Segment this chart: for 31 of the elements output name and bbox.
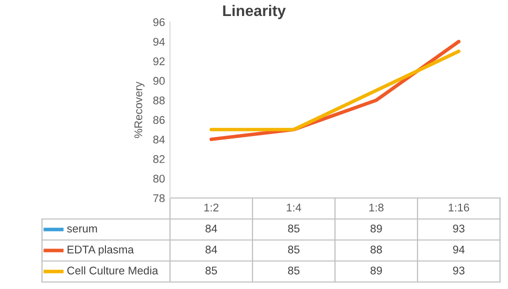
y-tick-label: 96 <box>153 18 165 26</box>
data-label: 89 <box>370 266 382 274</box>
data-label: 88 <box>370 246 382 254</box>
text: 93 <box>453 224 464 232</box>
x-tick-label: 1:4 <box>286 204 302 212</box>
y-tick-label: 78 <box>153 194 165 202</box>
text: 84 <box>206 224 218 232</box>
chart-title: Linearity <box>223 4 286 20</box>
data-label: 94 <box>453 246 465 254</box>
y-tick-label: 86 <box>153 116 165 124</box>
legend-label: serum <box>67 226 97 232</box>
text: 89 <box>370 224 382 232</box>
x-tick-label: 1:2 <box>204 204 218 212</box>
data-label: 85 <box>206 266 217 274</box>
y-tick-label: 84 <box>153 136 165 144</box>
text: 85 <box>288 224 300 232</box>
y-tick-label: 90 <box>153 76 165 85</box>
y-tick-label: 92 <box>153 57 165 66</box>
data-label: 84 <box>206 246 218 254</box>
x-tick-label: 1:16 <box>448 204 470 212</box>
data-label: 85 <box>288 246 300 254</box>
data-label: 93 <box>453 266 464 274</box>
y-tick-label: 80 <box>153 174 165 183</box>
y-tick-label: 94 <box>153 38 165 46</box>
x-tick-label: 1:8 <box>369 204 384 212</box>
y-tick-label: 82 <box>153 155 165 164</box>
legend-label: Cell Culture Media <box>67 266 158 274</box>
data-label: 85 <box>288 266 300 274</box>
legend-label: EDTA plasma <box>68 245 134 256</box>
y-tick-label: 88 <box>153 96 165 104</box>
y-axis-title: %Recovery <box>134 82 144 138</box>
